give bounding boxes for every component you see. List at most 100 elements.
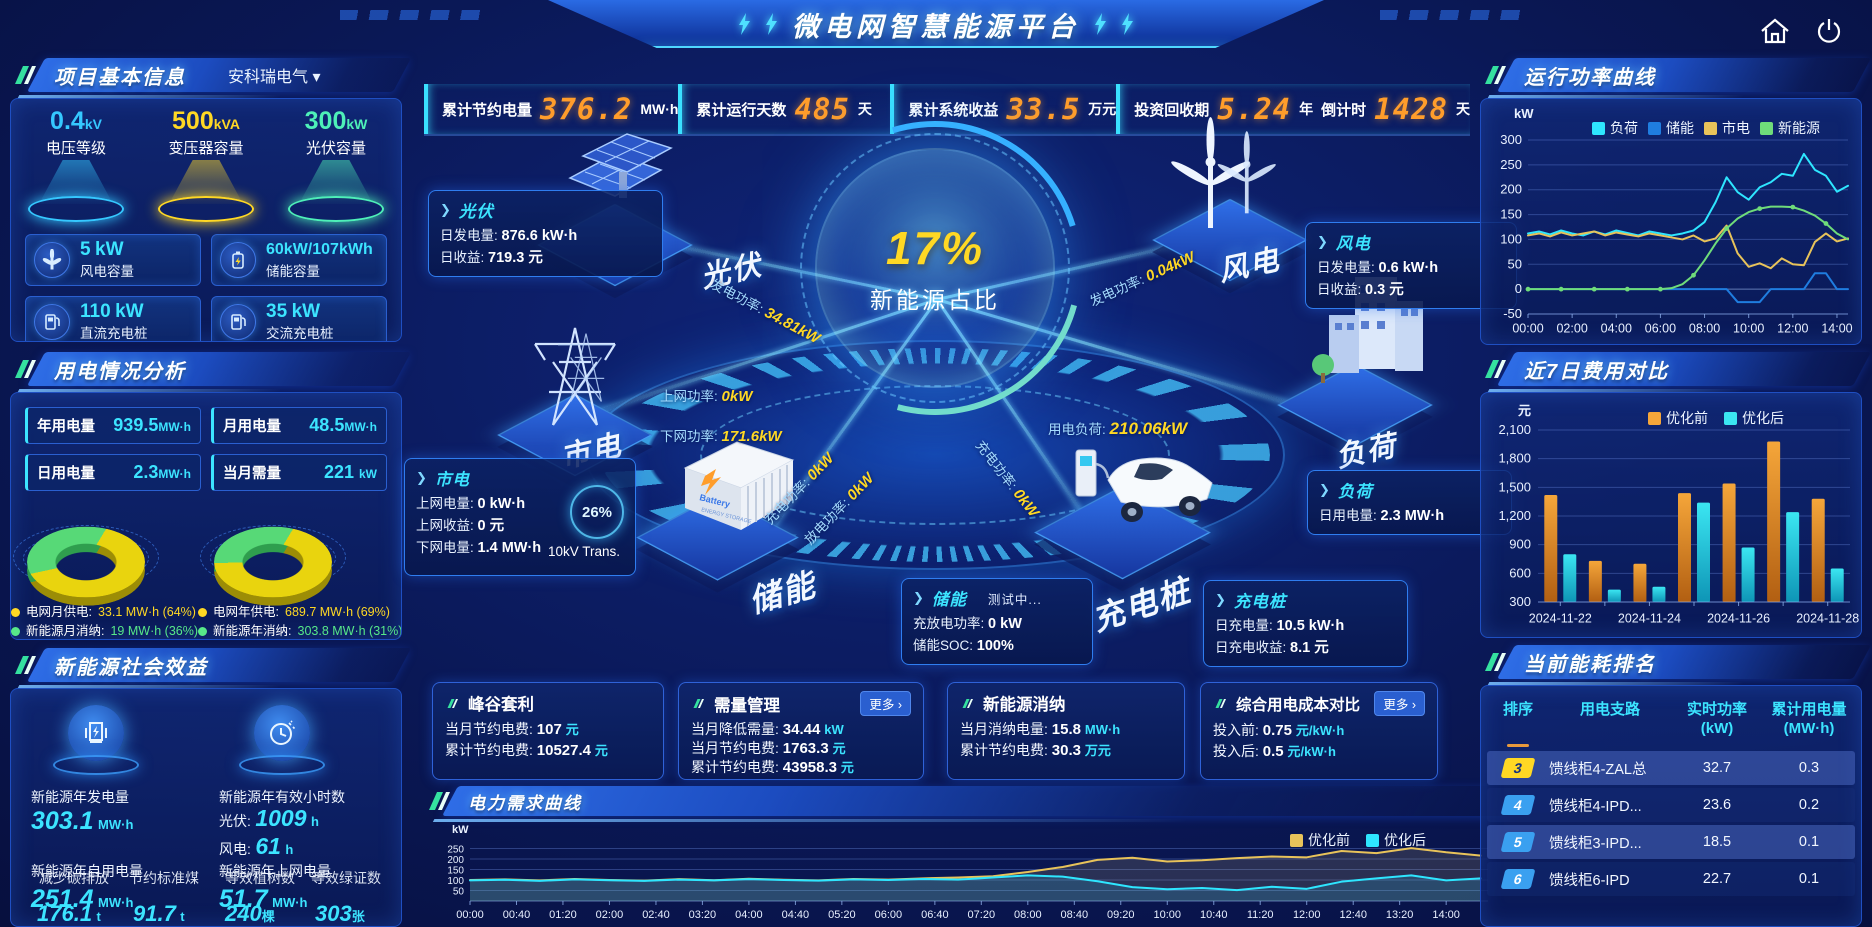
box-row: 日收益: 719.3 元 (440, 250, 543, 266)
svg-text:100: 100 (1500, 231, 1522, 246)
column-header: 累计用电量 (MW·h) (1771, 701, 1847, 737)
kpi-unit: 天 (857, 101, 872, 117)
header-decoration (1380, 10, 1530, 20)
box-row: 上网电量: 0 kW·h (416, 496, 526, 512)
table-row: 5 馈线柜3-IPD... 18.5 0.1 (1487, 825, 1855, 859)
chip-label: 当月需量 (223, 466, 281, 482)
box-title: 储能 (931, 591, 967, 609)
card-row: 累计节约电费: 43958.3 元 (691, 759, 854, 776)
pv-info-box: ❯ 光伏 日发电量: 876.6 kW·h 日收益: 719.3 元 (428, 190, 663, 277)
panel-usage: 年用电量 939.5MW·h 月用电量 48.5MW·h 日用电量 2.3MW·… (10, 392, 402, 640)
legend-item[interactable]: 优化前 (1648, 408, 1708, 428)
svg-text:02:00: 02:00 (1556, 322, 1587, 336)
load-info-box: ❯ 负荷 日用电量: 2.3 MW·h (1307, 470, 1512, 535)
total-energy: 0.2 (1798, 797, 1820, 813)
legend-label: 电网月供电: (26, 605, 92, 619)
year-energy-donut (198, 503, 348, 606)
benefit-value: 51.7 MW·h (219, 885, 308, 913)
total-energy: 0.1 (1798, 871, 1820, 887)
legend-grid-year: 电网年供电: 689.7 MW·h (69%) (198, 603, 401, 622)
svg-text:50: 50 (1508, 256, 1522, 271)
kpi-system-revenue: 累计系统收益 33.5 万元 (890, 84, 1116, 134)
home-icon[interactable] (1758, 16, 1792, 46)
legend-swatch (1366, 833, 1379, 847)
y-axis-unit: kW (1514, 106, 1534, 121)
benefit-value: 91.7 t (133, 901, 185, 926)
clock-icon (254, 705, 310, 761)
panel-power-curve (1480, 98, 1862, 345)
svg-text:200: 200 (1500, 182, 1522, 197)
legend-item[interactable]: 负荷 (1592, 118, 1638, 138)
chip-value: 939.5MW·h (113, 415, 191, 435)
pedestal-ring (53, 755, 139, 775)
legend-swatch (1648, 121, 1661, 135)
svg-text:1,500: 1,500 (1498, 479, 1531, 494)
realtime-power: 18.5 (1702, 834, 1732, 850)
flag-icon (962, 698, 973, 708)
generation-icon-block (53, 705, 139, 775)
kpi-value: 1428 (1374, 92, 1448, 126)
svg-text:2,100: 2,100 (1498, 422, 1531, 437)
battery-container-icon: Battery ENERGY STORAGE (683, 441, 795, 530)
kpi-unit: 年 (1299, 101, 1314, 117)
svg-text:14:00: 14:00 (1821, 322, 1852, 336)
pedestal-ring (239, 755, 325, 775)
panel-title: 用电情况分析 (54, 360, 186, 383)
power-icon[interactable] (1812, 16, 1846, 46)
charger-info-box: ❯ 充电桩 日充电量: 10.5 kW·h 日充电收益: 8.1 元 (1203, 580, 1408, 667)
kpi-label: 累计系统收益 (908, 101, 999, 119)
legend-renewable-month: 新能源月消纳: 19 MW·h (36%) (11, 622, 198, 639)
legend-item[interactable]: 储能 (1648, 118, 1694, 138)
svg-text:08:00: 08:00 (1689, 322, 1720, 336)
transformer-load-ratio: 26% (570, 485, 624, 539)
legend-item[interactable]: 优化后 (1724, 408, 1784, 428)
power-curve-chart: -50 0 50 100 150 200 250 300 00:00 02:00 04:00 06:0… (1484, 132, 1860, 342)
panel-demand-header: 电力需求曲线 (424, 786, 1526, 816)
cost-legend: 优化前 优化后 (1648, 408, 1784, 428)
card-row: 累计节约电费: 30.3 万元 (960, 742, 1111, 759)
svg-text:08:40: 08:40 (1061, 909, 1089, 921)
card-label: 直流充电桩 (80, 326, 148, 341)
storage-node-label: 储能 (744, 566, 821, 620)
svg-text:14:00: 14:00 (1432, 909, 1460, 921)
more-button[interactable]: 更多 › (1374, 691, 1425, 716)
panel-ranking: 排序 用电支路 实时功率 (kW) 累计用电量 (MW·h) 3 馈线柜4-ZAL… (1480, 685, 1862, 927)
wind-turbine-icon (1171, 117, 1276, 228)
svg-text:00:40: 00:40 (503, 909, 531, 921)
stat-value: 500 (172, 107, 214, 135)
company-name: 安科瑞电气 (228, 69, 309, 86)
legend-item[interactable]: 新能源 (1760, 118, 1820, 138)
flag-icon (429, 792, 450, 810)
column-header: 排序 (1502, 701, 1533, 718)
branch-name: 馈线柜4-IPD... (1549, 798, 1642, 815)
branch-name: 馈线柜3-IPD... (1549, 835, 1642, 852)
card-value: 60kW/107kWh (266, 241, 373, 258)
legend-item[interactable]: 优化后 (1366, 830, 1426, 850)
arrow-icon: ❯ (1319, 482, 1331, 497)
card-label: 储能容量 (266, 264, 320, 279)
more-button[interactable]: 更多 › (860, 691, 911, 716)
svg-text:06:00: 06:00 (875, 909, 903, 921)
storage-capacity-card: 60kW/107kWh 储能容量 (211, 234, 387, 286)
scroll-indicator[interactable] (1507, 744, 1529, 747)
chevron-down-icon: ▾ (312, 69, 321, 86)
legend-swatch (1648, 411, 1661, 425)
power-curve-legend: 负荷 储能 市电 新能源 (1592, 118, 1820, 138)
company-dropdown[interactable]: 安科瑞电气 ▾ (228, 63, 321, 87)
svg-text:01:20: 01:20 (549, 909, 577, 921)
month-energy-donut (11, 503, 161, 606)
svg-text:50: 50 (453, 887, 465, 898)
arrow-icon: ❯ (416, 470, 428, 485)
ev-charging-icon (1075, 449, 1213, 522)
legend-swatch (1760, 121, 1773, 135)
svg-text:300: 300 (1500, 134, 1522, 147)
svg-text:0: 0 (1515, 281, 1522, 296)
legend-item[interactable]: 优化前 (1290, 830, 1350, 850)
ac-charger-icon (220, 304, 256, 340)
transformer-capacity-stat: 500kVA 变压器容量 (145, 107, 267, 222)
stat-label: 光伏容量 (305, 140, 366, 157)
svg-text:06:00: 06:00 (1645, 322, 1676, 336)
legend-item[interactable]: 市电 (1704, 118, 1750, 138)
box-title: 风电 (1335, 235, 1371, 253)
stat-unit: kW (346, 116, 368, 132)
